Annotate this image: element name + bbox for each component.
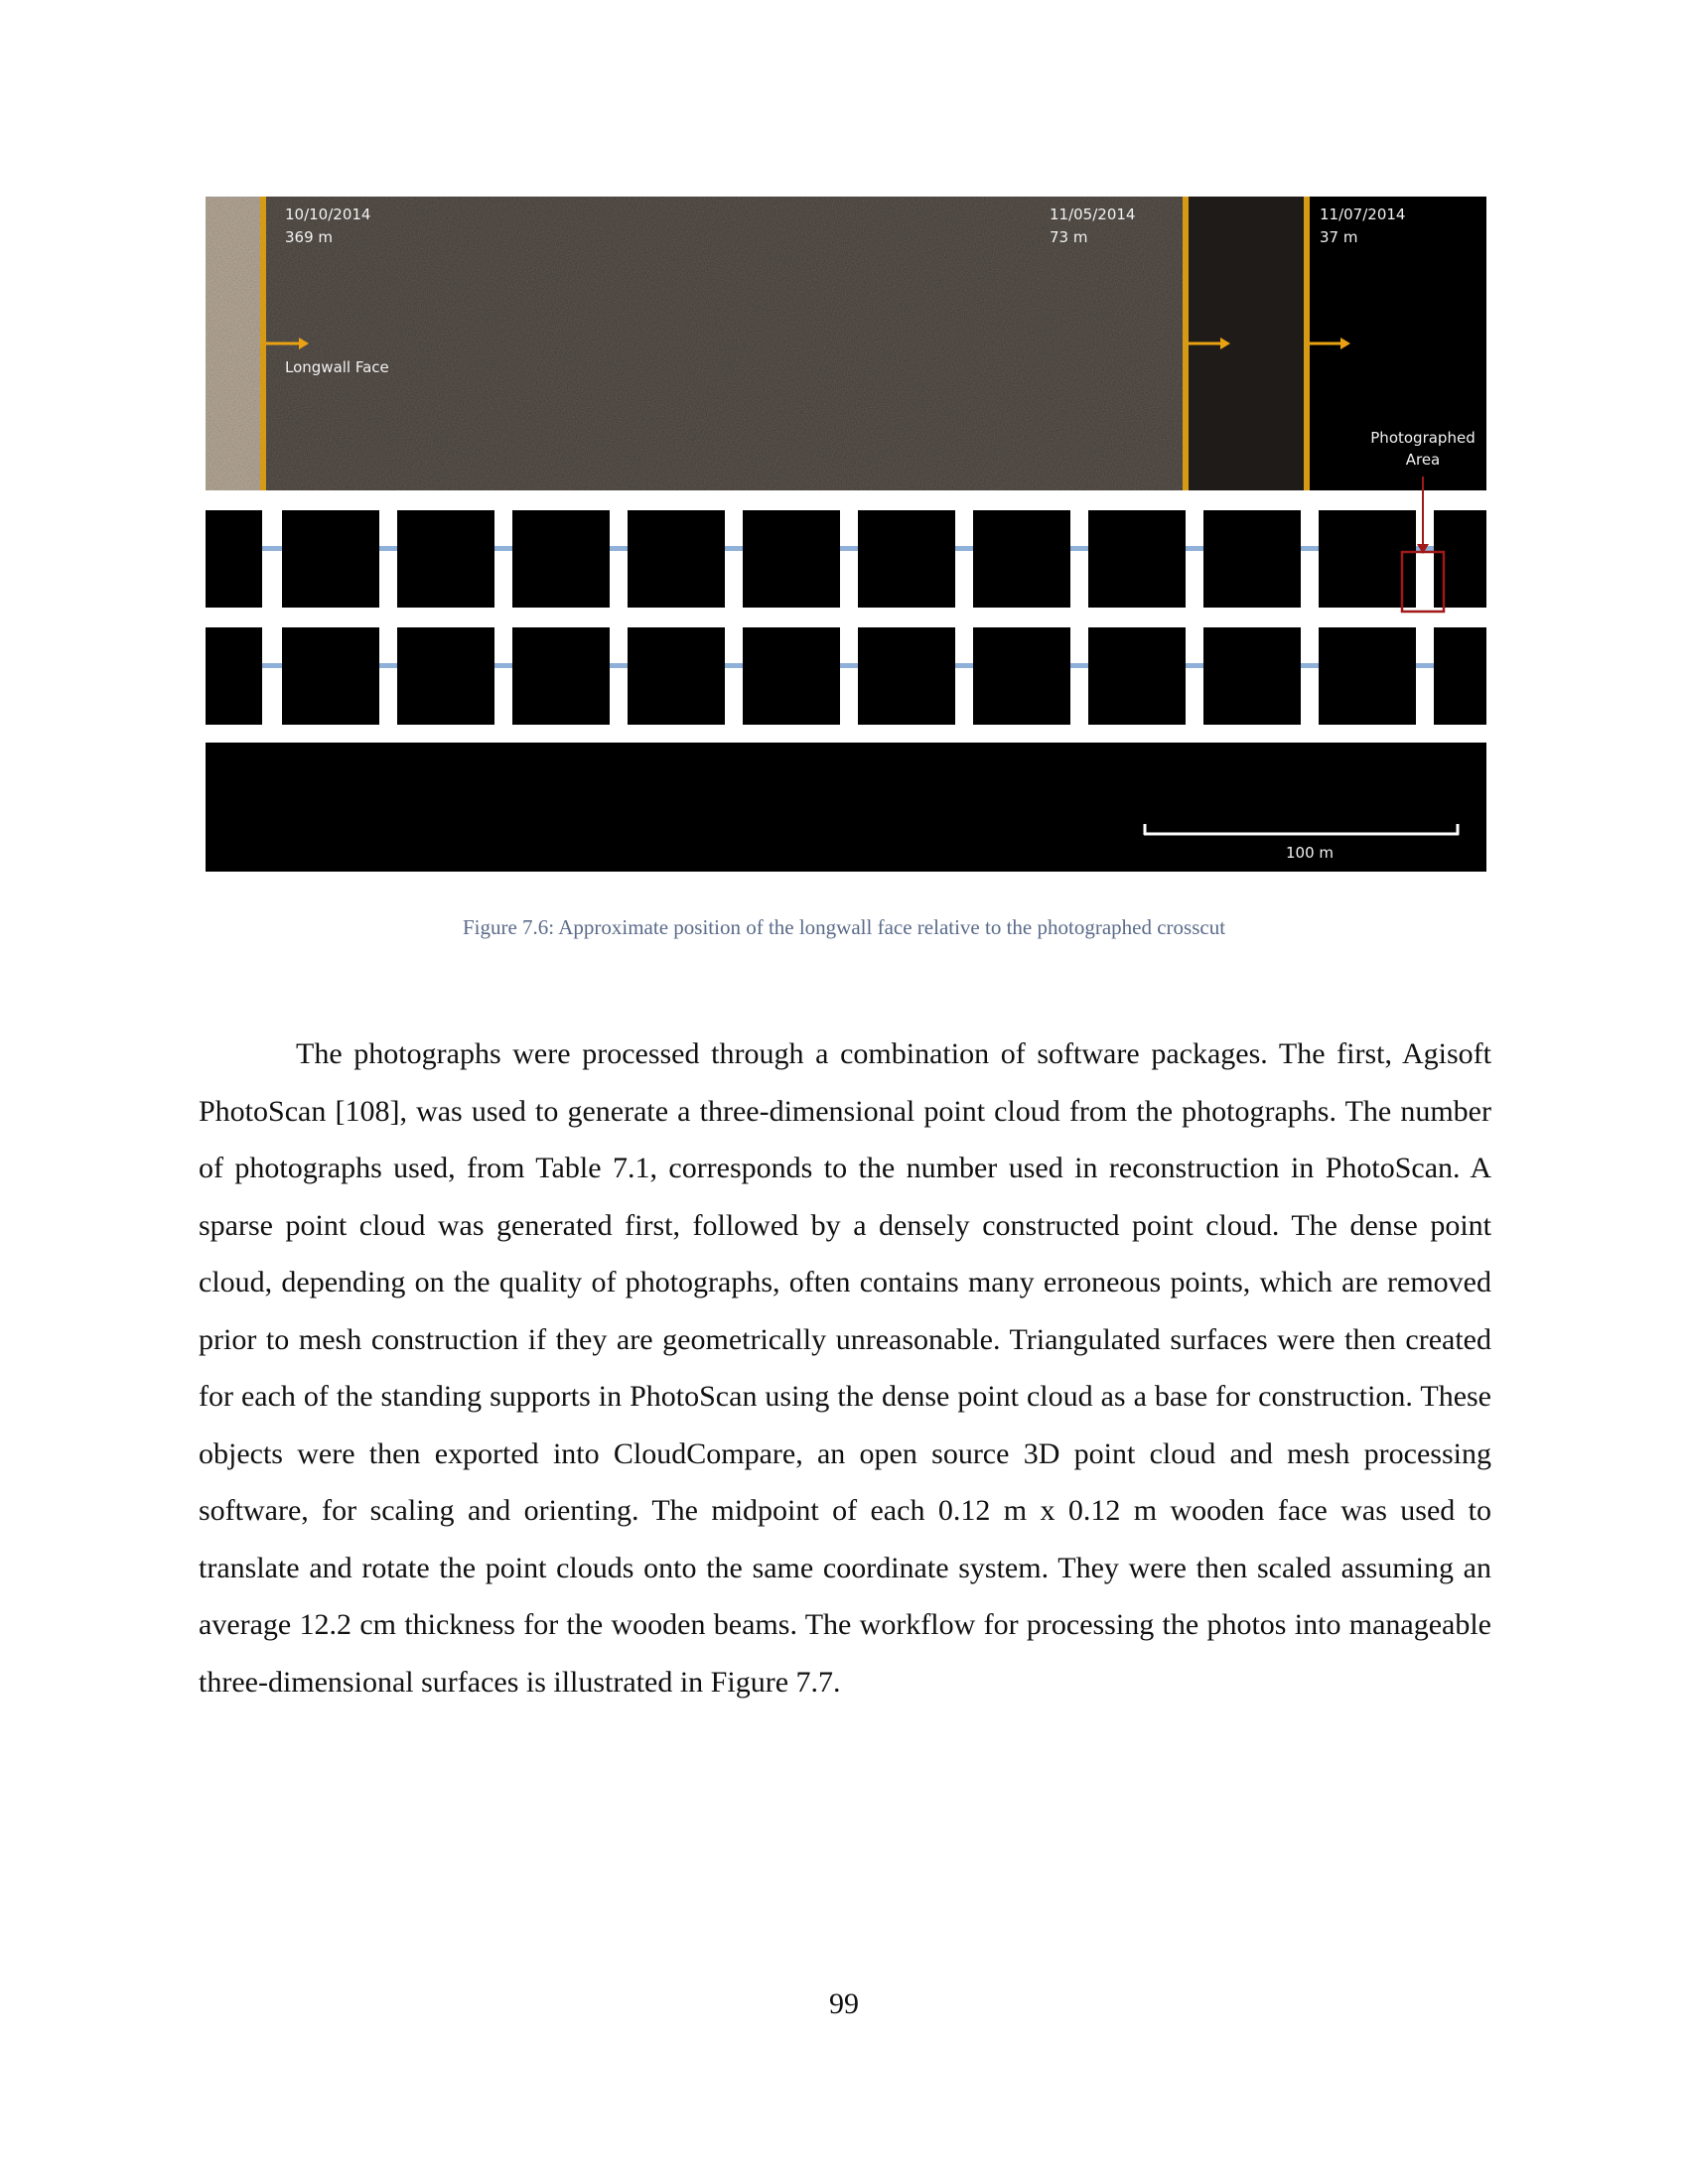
arrow-icon — [266, 338, 309, 349]
pillar — [743, 627, 840, 725]
pillar — [743, 510, 840, 608]
solid-block — [206, 743, 1486, 872]
crosscut-connector — [610, 663, 628, 668]
pillar — [397, 627, 494, 725]
crosscut-connector — [1070, 546, 1088, 551]
pillar — [206, 627, 262, 725]
crosscut-connector — [840, 663, 858, 668]
marker-distance: 369 m — [285, 228, 333, 246]
pillar — [973, 627, 1070, 725]
arrow-icon — [1310, 338, 1350, 349]
pillar — [1434, 510, 1486, 608]
crosscut-connector — [494, 546, 512, 551]
marker-date: 11/05/2014 — [1050, 205, 1135, 223]
photographed-label: Area — [1406, 451, 1441, 469]
pillar — [1203, 510, 1301, 608]
pillar — [858, 510, 955, 608]
mine-map: 10/10/2014 369 m 11/05/2014 73 m 11/07/2… — [206, 197, 1486, 872]
crosscut-connector — [725, 546, 743, 551]
crosscut-connector — [1070, 663, 1088, 668]
pillar — [206, 510, 262, 608]
crosscut-connector — [1186, 546, 1203, 551]
face-line-11-07 — [1304, 197, 1310, 490]
crosscut-connector — [262, 546, 282, 551]
pillar — [1319, 627, 1416, 725]
pillar — [1203, 627, 1301, 725]
scale-bar-label: 100 m — [1286, 844, 1334, 862]
crosscut-connector — [1301, 546, 1319, 551]
pillar — [858, 627, 955, 725]
photographed-label: Photographed — [1370, 429, 1475, 447]
crosscut-connector — [494, 663, 512, 668]
figure-caption: Figure 7.6: Approximate position of the … — [462, 915, 1226, 939]
crosscut-connector — [840, 546, 858, 551]
pillar — [512, 510, 610, 608]
scale-bar — [1143, 824, 1460, 836]
crosscut-connector — [955, 546, 973, 551]
page-number: 99 — [829, 1987, 859, 2020]
crosscut-connector — [1301, 663, 1319, 668]
crosscut-connector — [725, 663, 743, 668]
pillar — [628, 510, 725, 608]
pillar-grid — [206, 510, 1486, 725]
crosscut-connector — [610, 546, 628, 551]
pillar — [973, 510, 1070, 608]
marker-distance: 37 m — [1320, 228, 1357, 246]
figure-7-6: 10/10/2014 369 m 11/05/2014 73 m 11/07/2… — [206, 197, 1486, 872]
crosscut-connector — [379, 663, 397, 668]
body-paragraph: The photographs were processed through a… — [199, 1037, 1491, 1699]
crosscut-connector — [379, 546, 397, 551]
pillar — [282, 510, 379, 608]
pillar — [282, 627, 379, 725]
pillar — [1088, 627, 1186, 725]
face-line-11-05 — [1183, 197, 1189, 490]
pointer-arrowhead — [1417, 544, 1429, 554]
pillar — [1319, 510, 1416, 608]
pillar — [1088, 510, 1186, 608]
photographed-area-box — [1400, 550, 1446, 614]
gob-light-edge-texture — [206, 197, 260, 490]
crosscut-connector — [262, 663, 282, 668]
marker-date: 11/07/2014 — [1320, 205, 1405, 223]
pillar — [1434, 627, 1486, 725]
pillar — [512, 627, 610, 725]
crosscut-connector — [1416, 663, 1434, 668]
marker-date: 10/10/2014 — [285, 205, 370, 223]
pillar — [397, 510, 494, 608]
face-line-10-10 — [260, 197, 266, 490]
crosscut-connector — [955, 663, 973, 668]
arrow-icon — [1189, 338, 1230, 349]
pillar — [628, 627, 725, 725]
crosscut-connector — [1186, 663, 1203, 668]
marker-distance: 73 m — [1050, 228, 1087, 246]
longwall-face-label: Longwall Face — [285, 358, 389, 376]
